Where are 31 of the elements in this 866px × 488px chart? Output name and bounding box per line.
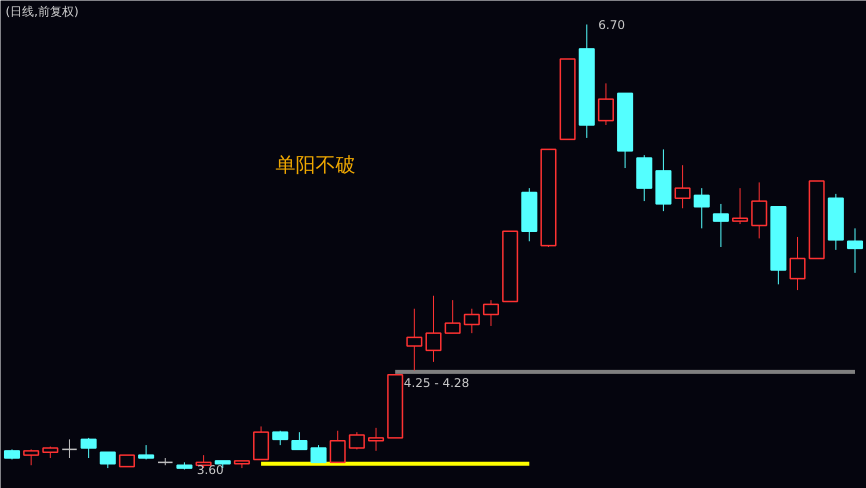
candlestick — [42, 446, 58, 459]
candlestick — [482, 300, 500, 326]
candlestick — [406, 308, 422, 371]
candlestick — [100, 452, 116, 469]
candlestick — [694, 188, 710, 229]
candlestick — [272, 430, 288, 446]
candlestick — [330, 430, 346, 464]
candlestick — [789, 236, 806, 291]
candlestick — [291, 432, 308, 450]
candlestick — [310, 444, 327, 464]
annotation: 单阳不破 — [276, 152, 356, 176]
candlestick — [712, 203, 729, 248]
candlestick — [61, 438, 78, 459]
candlestick — [348, 432, 365, 450]
candlestick — [80, 437, 97, 459]
annotation: 4.25 - 4.28 — [404, 376, 470, 390]
candlestick — [138, 444, 154, 460]
candlestick — [425, 295, 442, 362]
chart-title: (日线,前复权) — [6, 4, 79, 18]
candlestick — [118, 454, 135, 468]
candlestick — [4, 448, 20, 460]
candlestick — [23, 448, 40, 466]
candlestick — [674, 164, 691, 209]
candlestick — [368, 427, 384, 452]
candlestick — [444, 300, 461, 334]
candlestick — [598, 82, 614, 126]
candlestick — [464, 308, 480, 334]
candlestick — [846, 228, 864, 274]
annotation: 3.60 — [196, 463, 224, 477]
annotation: 6.70 — [598, 18, 625, 32]
candlestick — [732, 188, 748, 225]
